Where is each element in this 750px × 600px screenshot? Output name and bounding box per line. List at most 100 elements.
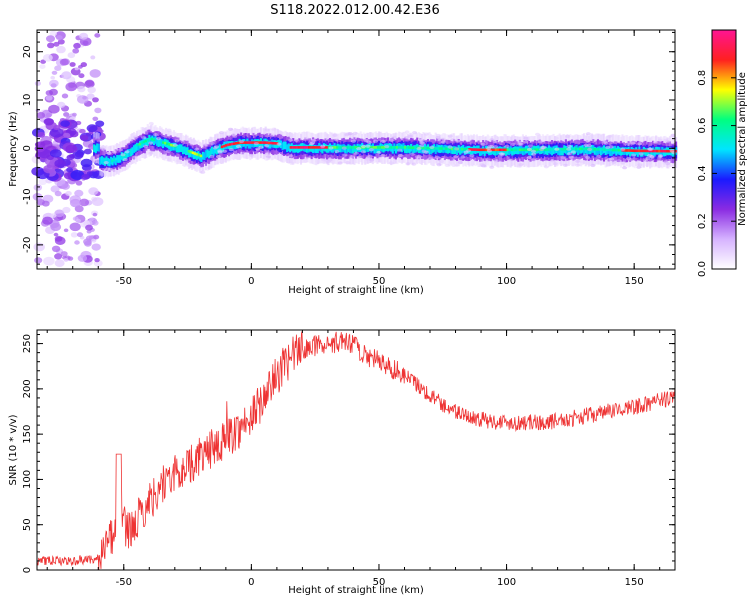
ridge-core bbox=[494, 148, 498, 152]
halo-blob bbox=[365, 156, 371, 160]
halo-blob bbox=[403, 136, 409, 140]
ridge-core bbox=[197, 153, 201, 157]
halo-blob bbox=[469, 154, 475, 158]
halo-blob bbox=[207, 166, 213, 170]
noise-blob bbox=[73, 42, 81, 49]
ridge-segment bbox=[615, 147, 618, 156]
noise-blob bbox=[37, 131, 46, 138]
spectrogram-y-tick-label: -10 bbox=[22, 188, 33, 204]
ridge-segment bbox=[377, 145, 381, 154]
ridge-segment bbox=[178, 144, 182, 152]
ridge-segment bbox=[546, 147, 549, 156]
ridge-core bbox=[422, 146, 425, 150]
halo-blob bbox=[554, 147, 560, 151]
noise-blob bbox=[56, 45, 66, 54]
halo-blob bbox=[351, 139, 357, 143]
noise-blob bbox=[36, 198, 45, 206]
noise-blob bbox=[45, 95, 53, 101]
ridge-segment bbox=[321, 145, 324, 154]
halo-blob bbox=[658, 154, 663, 158]
halo-blob bbox=[253, 142, 259, 146]
snr-x-axis-label: Height of straight line (km) bbox=[288, 585, 424, 596]
noise-blob bbox=[43, 256, 55, 266]
halo-blob bbox=[535, 132, 540, 136]
ridge-segment bbox=[119, 154, 122, 163]
ridge-core bbox=[368, 146, 372, 149]
ridge-core bbox=[224, 144, 228, 147]
noise-blob bbox=[85, 224, 93, 231]
colorbar: 0.0 0.2 0.4 0.6 0.8 Normalized spectral ampl… bbox=[697, 29, 748, 277]
ridge-core bbox=[518, 148, 522, 152]
halo-blob bbox=[435, 135, 441, 140]
ridge-core bbox=[609, 148, 613, 152]
ridge-segment bbox=[203, 152, 206, 160]
ridge-segment bbox=[234, 141, 237, 150]
snr-y-tick-label: 0 bbox=[22, 567, 33, 573]
halo-blob bbox=[570, 150, 576, 154]
spectrogram-x-tick-label: 50 bbox=[373, 276, 386, 287]
ridge-segment bbox=[558, 147, 561, 156]
halo-blob bbox=[414, 155, 420, 159]
ridge-segment bbox=[479, 148, 482, 156]
ridge-segment bbox=[96, 143, 99, 152]
ridge-core bbox=[444, 147, 448, 150]
ridge-segment bbox=[240, 140, 243, 149]
ridge-core bbox=[247, 141, 250, 144]
ridge-core bbox=[166, 142, 169, 146]
halo-blob bbox=[429, 145, 435, 149]
snr-marks bbox=[36, 331, 676, 571]
ridge-core bbox=[446, 147, 450, 151]
ridge-segment bbox=[404, 145, 407, 153]
halo-blob bbox=[421, 149, 427, 153]
ridge-segment bbox=[100, 156, 103, 164]
ridge-segment bbox=[220, 145, 223, 154]
ridge-core bbox=[414, 146, 417, 149]
halo-blob bbox=[543, 165, 549, 169]
halo-blob bbox=[315, 159, 321, 163]
ridge-core bbox=[195, 153, 199, 156]
colorbar-tick-label: 0.0 bbox=[697, 261, 708, 277]
ridge-segment bbox=[373, 145, 376, 154]
ridge-core bbox=[544, 148, 547, 151]
ridge-segment bbox=[394, 145, 397, 154]
halo-blob bbox=[585, 139, 591, 143]
halo-blob bbox=[489, 144, 495, 149]
halo-blob bbox=[203, 143, 209, 147]
ridge-core bbox=[650, 149, 653, 153]
noise-blob bbox=[81, 173, 90, 180]
noise-blob bbox=[68, 82, 76, 88]
ridge-core bbox=[459, 147, 462, 151]
spectrogram-frame bbox=[36, 29, 676, 270]
ridge-segment bbox=[152, 137, 156, 146]
noise-blob bbox=[61, 93, 69, 99]
halo-blob bbox=[500, 152, 506, 156]
ridge-core bbox=[484, 148, 487, 152]
ridge-core bbox=[595, 148, 598, 151]
halo-blob bbox=[586, 144, 592, 148]
ridge-segment bbox=[505, 148, 508, 156]
noise-blob bbox=[50, 83, 57, 88]
ridge-core bbox=[293, 146, 297, 149]
halo-blob bbox=[428, 156, 434, 160]
ridge-core bbox=[434, 147, 437, 150]
ridge-segment bbox=[186, 147, 189, 155]
ridge-segment bbox=[114, 157, 117, 166]
ridge-segment bbox=[374, 145, 378, 154]
ridge-core bbox=[168, 143, 171, 146]
ridge-segment bbox=[182, 146, 185, 155]
ridge-segment bbox=[434, 146, 437, 154]
ridge-core bbox=[348, 146, 351, 149]
halo-blob bbox=[585, 132, 591, 136]
ridge-segment bbox=[157, 139, 160, 147]
ridge-core bbox=[117, 156, 120, 160]
ridge-core bbox=[222, 144, 226, 148]
noise-blob bbox=[50, 149, 62, 158]
halo-blob bbox=[289, 161, 295, 165]
halo-blob bbox=[486, 149, 492, 153]
halo-blob bbox=[587, 147, 593, 152]
ridge-core bbox=[148, 137, 152, 141]
noise-blob bbox=[80, 158, 93, 168]
noise-blob bbox=[63, 228, 69, 233]
halo-blob bbox=[480, 142, 486, 146]
noise-blob bbox=[91, 243, 101, 251]
